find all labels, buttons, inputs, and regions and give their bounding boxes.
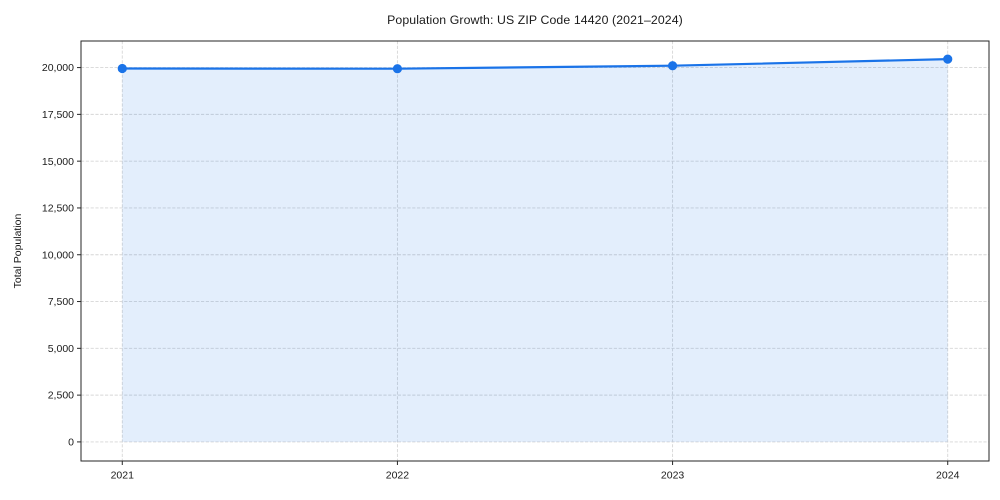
y-tick-label: 5,000	[48, 343, 74, 355]
chart-title: Population Growth: US ZIP Code 14420 (20…	[387, 13, 683, 27]
data-point	[117, 63, 127, 74]
x-tick-label: 2022	[386, 470, 410, 482]
y-tick-label: 0	[68, 437, 74, 449]
area-fill	[122, 59, 948, 442]
x-tick-label: 2023	[661, 470, 685, 482]
y-tick-label: 7,500	[48, 296, 74, 308]
y-tick-label: 2,500	[48, 390, 74, 402]
y-tick-label: 12,500	[42, 203, 74, 215]
data-point	[667, 61, 678, 71]
y-tick-label: 15,000	[42, 156, 74, 168]
y-tick-label: 10,000	[42, 249, 74, 261]
x-tick-label: 2024	[936, 470, 960, 482]
y-tick-label: 17,500	[42, 109, 74, 121]
trend-line	[121, 58, 949, 70]
x-tick-label: 2021	[111, 470, 135, 482]
data-point	[392, 64, 403, 74]
plot-frame	[80, 40, 990, 462]
data-point	[943, 54, 953, 64]
y-tick-label: 20,000	[42, 62, 74, 74]
